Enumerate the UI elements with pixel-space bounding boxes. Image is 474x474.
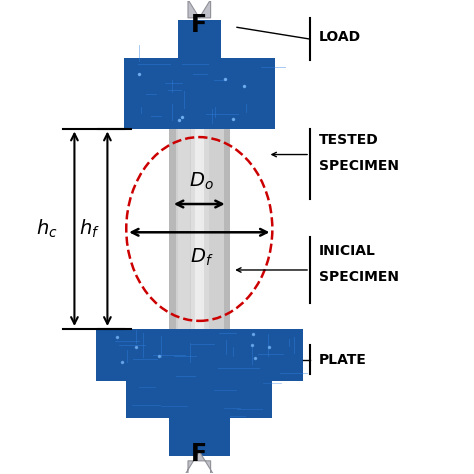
Bar xyxy=(96,329,303,381)
Bar xyxy=(169,419,230,456)
Text: F: F xyxy=(191,13,207,37)
Bar xyxy=(124,58,275,128)
Bar xyxy=(178,20,220,58)
Bar xyxy=(191,128,201,329)
FancyArrow shape xyxy=(181,451,218,474)
Text: LOAD: LOAD xyxy=(319,30,361,44)
Text: TESTED: TESTED xyxy=(319,133,378,147)
Bar xyxy=(178,128,190,329)
Bar xyxy=(169,128,230,329)
Bar xyxy=(126,381,273,419)
Text: F: F xyxy=(191,442,207,465)
Text: $h_f$: $h_f$ xyxy=(80,218,100,240)
Text: $D_f$: $D_f$ xyxy=(190,246,213,268)
Text: SPECIMEN: SPECIMEN xyxy=(319,159,399,173)
Text: SPECIMEN: SPECIMEN xyxy=(319,270,399,284)
Bar xyxy=(195,128,204,329)
Text: INICIAL: INICIAL xyxy=(319,244,375,258)
Bar xyxy=(169,128,176,329)
Bar xyxy=(201,128,209,329)
Text: $D_o$: $D_o$ xyxy=(189,171,214,192)
Bar xyxy=(224,128,230,329)
Text: PLATE: PLATE xyxy=(319,353,366,366)
Text: $h_c$: $h_c$ xyxy=(36,218,58,240)
FancyArrow shape xyxy=(181,0,218,18)
